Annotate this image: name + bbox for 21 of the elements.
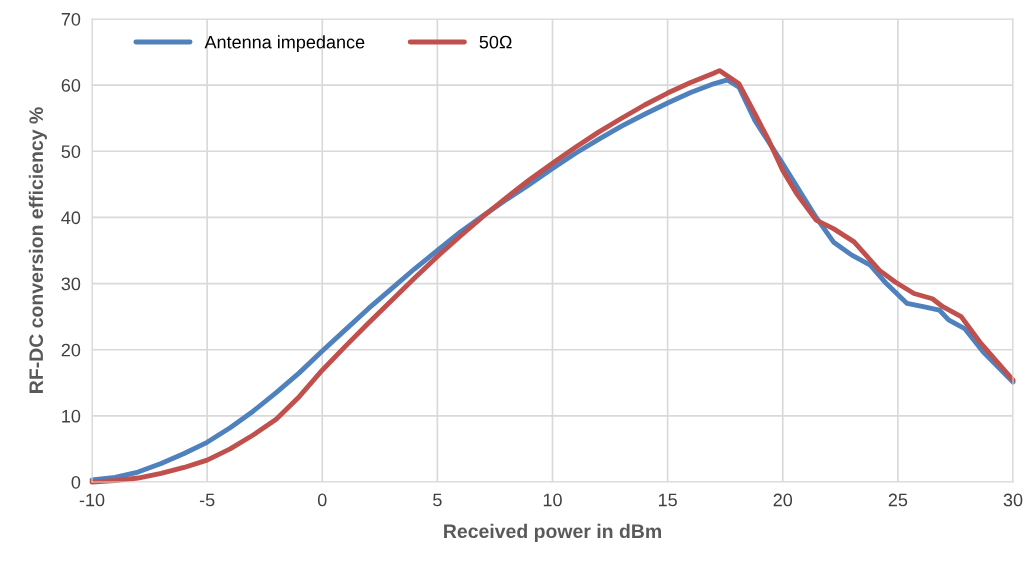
y-tick-label: 30 (61, 277, 81, 291)
x-tick-label: 15 (658, 493, 677, 507)
y-tick-label: 50 (61, 145, 81, 159)
x-axis-title: Received power in dBm (444, 523, 661, 542)
x-tick-label: 10 (543, 493, 562, 507)
x-tick-label: -10 (79, 493, 105, 507)
x-tick-label: 30 (1003, 493, 1023, 507)
y-tick-label: 20 (61, 343, 81, 357)
x-tick-label: 0 (317, 493, 327, 507)
x-tick-label: -5 (199, 493, 215, 507)
legend-label: Antenna impedance (204, 35, 365, 53)
y-tick-label: 60 (61, 79, 81, 92)
y-tick-label: 40 (61, 211, 81, 225)
legend-label: 50Ω (479, 35, 512, 49)
y-tick-label: 0 (71, 475, 81, 489)
x-tick-label: 25 (888, 493, 908, 507)
y-axis-title: RF-DC conversion efficiency % (28, 107, 47, 393)
x-tick-label: 20 (773, 493, 793, 507)
y-tick-label: 70 (61, 12, 81, 26)
x-tick-label: 5 (433, 493, 442, 507)
y-tick-label: 10 (62, 409, 81, 423)
